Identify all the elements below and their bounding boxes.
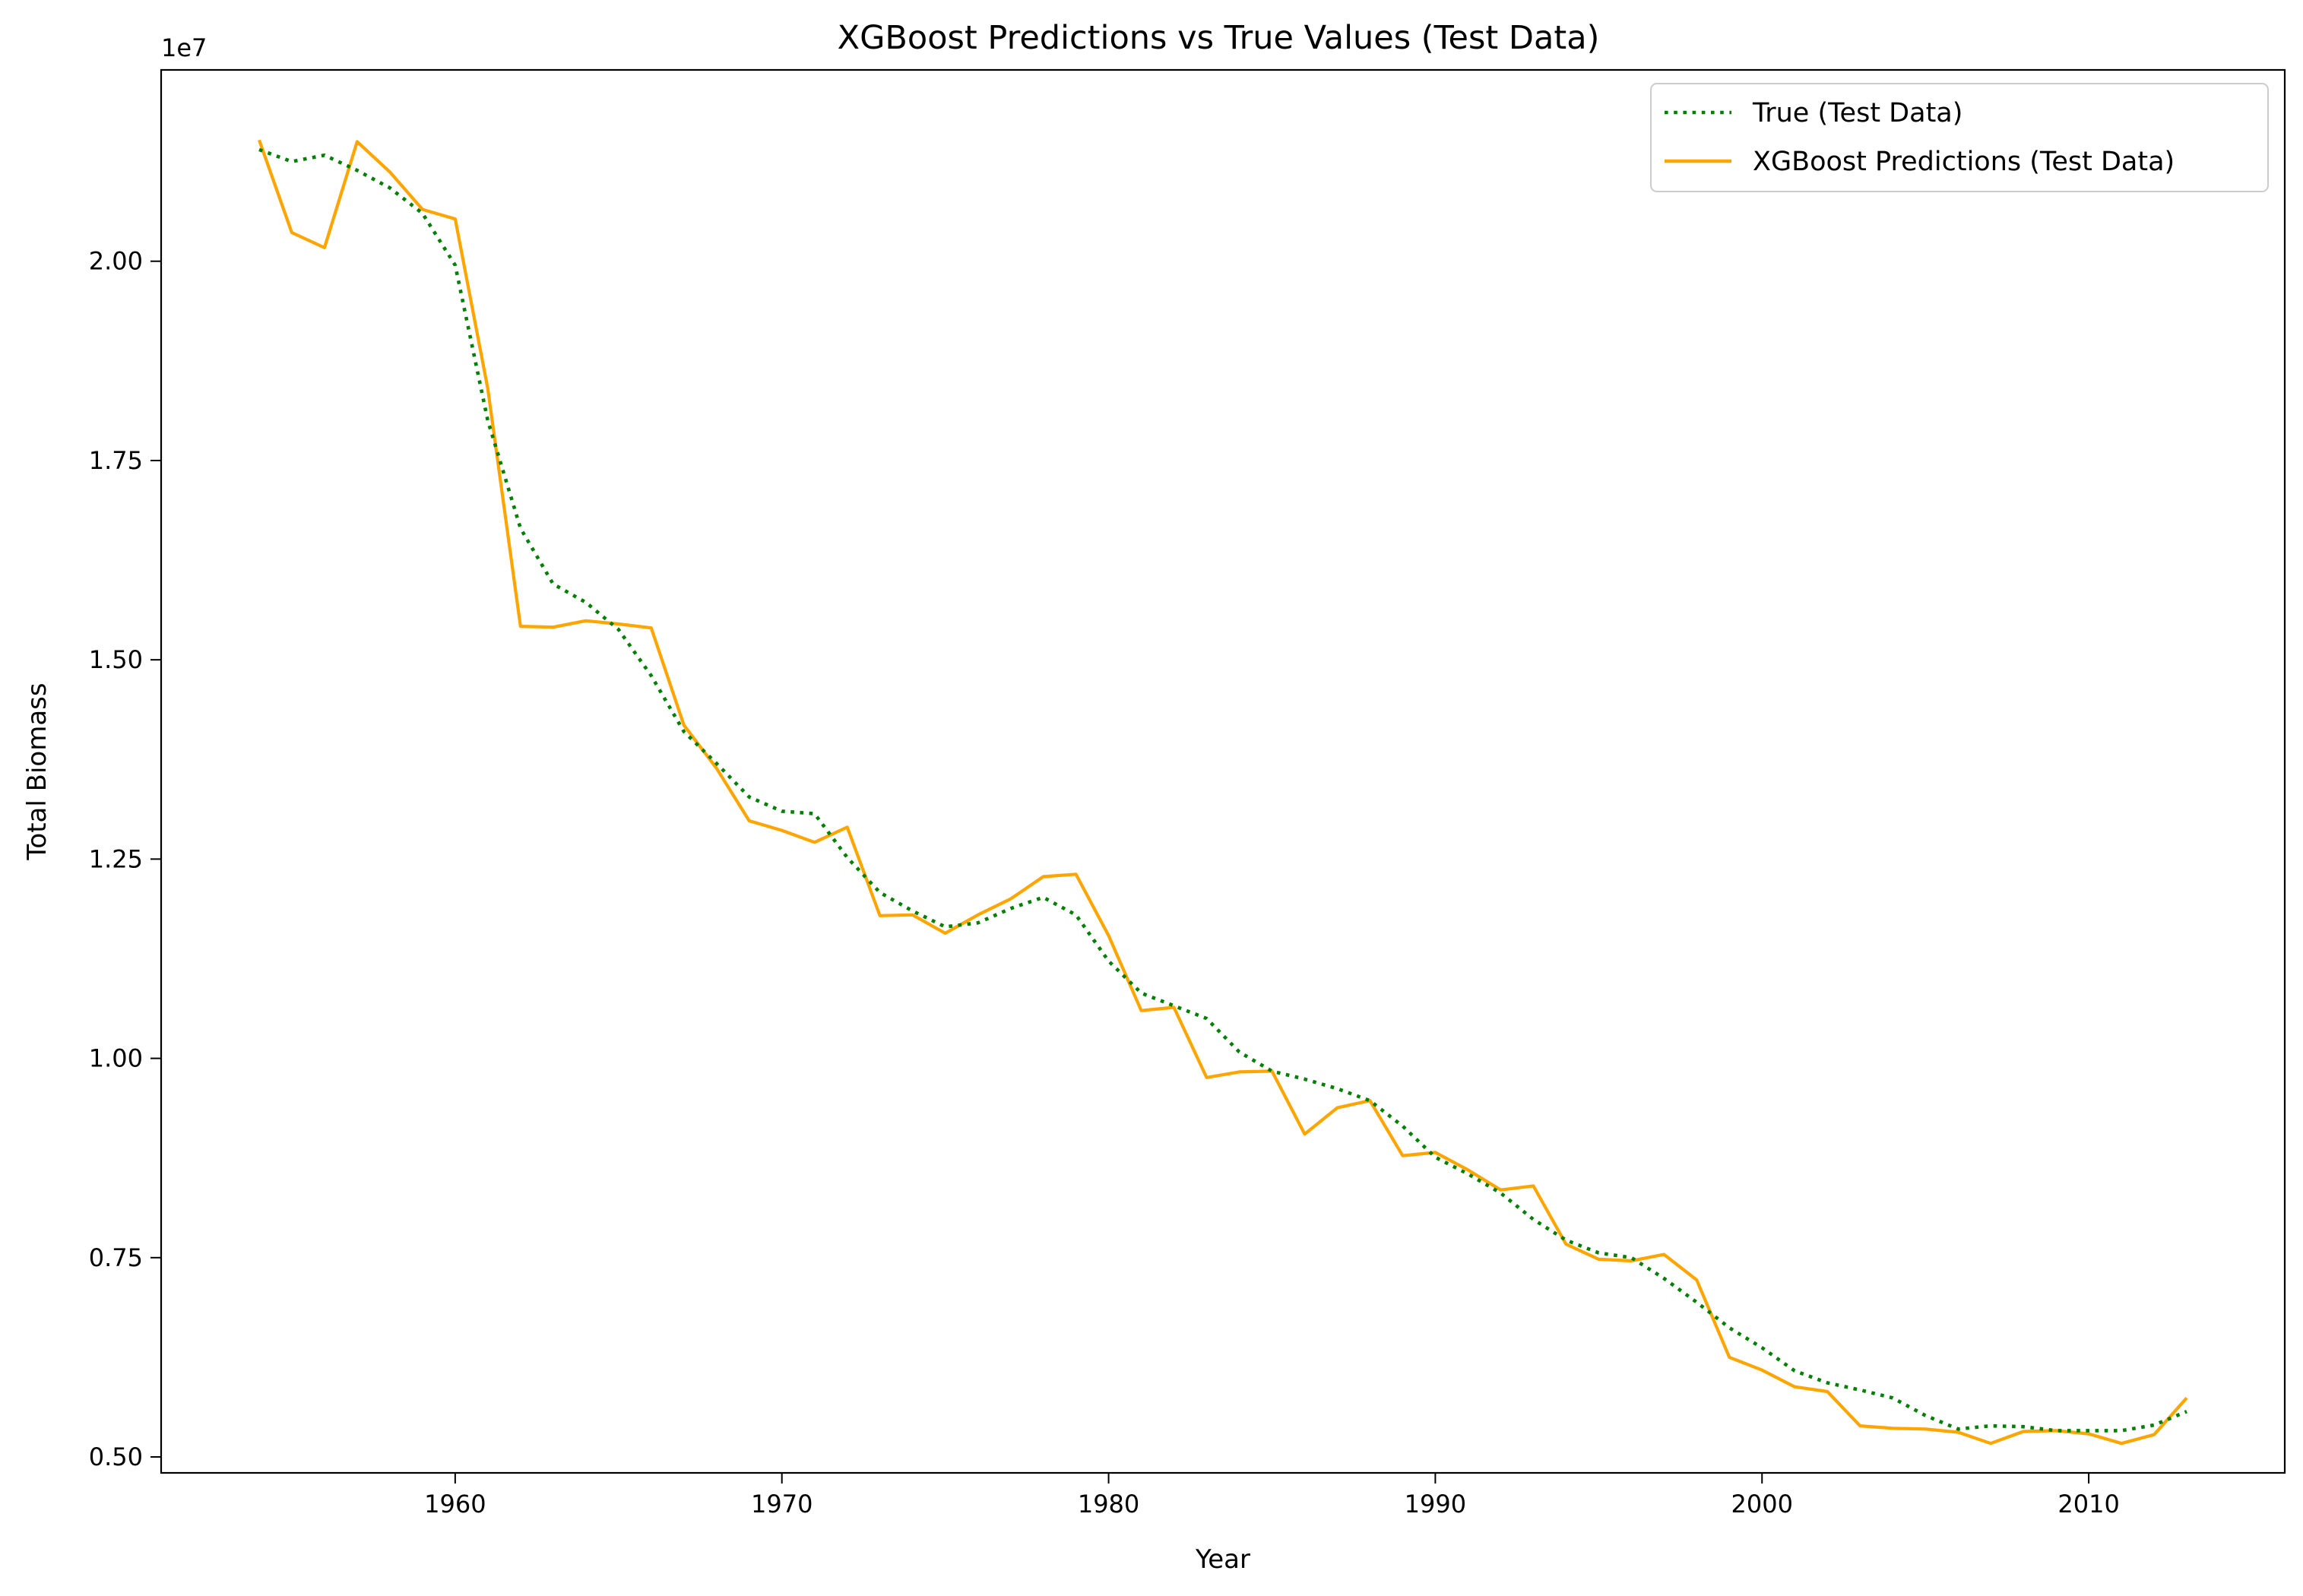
x-tick-label-2000: 2000 [1731,1490,1793,1518]
y-tick-label-4: 1.50 [89,645,143,674]
y-tick-label-3: 1.25 [89,844,143,873]
y-tick-label-5: 1.75 [89,446,143,475]
legend-label-true: True (Test Data) [1752,98,1962,128]
y-tick-label-6: 2.00 [89,247,143,276]
x-tick-label-1980: 1980 [1078,1490,1139,1518]
series-layer [258,139,2188,1446]
series-line-predictions [258,139,2188,1446]
y-axis-label: Total Biomass [22,682,52,860]
x-tick-label-1970: 1970 [751,1490,813,1518]
x-tick-label-2010: 2010 [2057,1490,2119,1518]
x-axis-ticks: 1960 1970 1980 1990 2000 2010 [424,1473,2120,1518]
axes-frame [160,68,2286,1474]
y-axis-ticks: 0.50 0.75 1.00 1.25 1.50 1.75 2.00 [89,247,161,1471]
x-axis-label: Year [1195,1544,1250,1575]
y-tick-label-2: 1.00 [89,1044,143,1073]
legend-label-predictions: XGBoost Predictions (Test Data) [1753,147,2175,177]
series-line-true [258,147,2187,1433]
y-offset-label: 1e7 [161,33,207,62]
legend: True (Test Data) XGBoost Predictions (Te… [1650,83,2269,192]
y-tick-label-1: 0.75 [89,1243,143,1272]
y-tick-label-0: 0.50 [89,1442,143,1471]
x-tick-label-1990: 1990 [1405,1490,1466,1518]
x-tick-label-1960: 1960 [424,1490,486,1518]
legend-box [1650,83,2269,192]
chart-title: XGBoost Predictions vs True Values (Test… [838,19,1600,57]
